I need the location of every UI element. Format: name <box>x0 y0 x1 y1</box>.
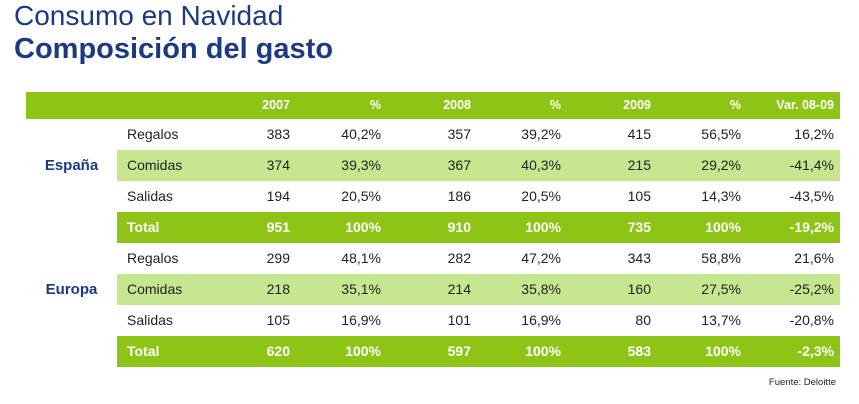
cell-p2007: 20,5% <box>341 188 381 204</box>
region-label: Europa <box>45 281 98 298</box>
cell-v2007: 194 <box>266 188 290 204</box>
cell-v2009: 105 <box>627 188 651 204</box>
table-group-0: Regalos 383 40,2% 357 39,2% 415 56,5% 16,2% Comi… <box>26 119 840 243</box>
cell-var: 16,2% <box>794 126 834 142</box>
cell-p2009: 13,7% <box>701 312 741 328</box>
cell-v2007: 620 <box>266 343 290 359</box>
cell-label: Salidas <box>127 188 173 204</box>
cell-p2007: 39,3% <box>341 157 381 173</box>
cell-v2007: 383 <box>266 126 290 142</box>
cell-v2007: 374 <box>266 157 290 173</box>
cell-v2008: 910 <box>447 219 471 235</box>
table-body: Regalos 383 40,2% 357 39,2% 415 56,5% 16,2% Comi… <box>26 119 840 367</box>
cell-v2008: 282 <box>447 250 471 266</box>
header-2007: 2007 <box>262 98 290 112</box>
cell-v2009: 735 <box>627 219 651 235</box>
page-title: Consumo en Navidad <box>14 0 284 31</box>
row-band <box>117 150 840 181</box>
cell-label: Total <box>127 343 160 359</box>
header-var: Var. 08-09 <box>776 98 834 112</box>
cell-v2009: 343 <box>627 250 651 266</box>
cell-v2007: 299 <box>266 250 290 266</box>
cell-p2008: 40,3% <box>521 157 561 173</box>
cell-v2007: 951 <box>266 219 290 235</box>
row-band <box>117 212 840 243</box>
table-header: 2007 % 2008 % 2009 % Var. 08-09 <box>26 92 840 119</box>
cell-p2008: 47,2% <box>521 250 561 266</box>
cell-v2009: 415 <box>627 126 651 142</box>
cell-p2008: 100% <box>525 343 561 359</box>
table-row: Regalos 383 40,2% 357 39,2% 415 56,5% 16,2% <box>26 119 840 150</box>
table-row: Regalos 299 48,1% 282 47,2% 343 58,8% 21,6% <box>26 243 840 274</box>
cell-label: Comidas <box>127 157 183 173</box>
table-row: Comidas 218 35,1% 214 35,8% 160 27,5% -25,2% <box>26 274 840 305</box>
cell-v2008: 101 <box>447 312 471 328</box>
cell-v2009: 160 <box>627 281 651 297</box>
table-row: Total 951 100% 910 100% 735 100% -19,2% <box>26 212 840 243</box>
table-row: Total 620 100% 597 100% 583 100% -2,3% <box>26 336 840 367</box>
table-row: Salidas 194 20,5% 186 20,5% 105 14,3% -43,5% <box>26 181 840 212</box>
header-pct-2009: % <box>729 98 741 112</box>
cell-p2009: 100% <box>705 343 741 359</box>
cell-p2009: 58,8% <box>701 250 741 266</box>
cell-v2007: 105 <box>266 312 290 328</box>
cell-p2007: 35,1% <box>341 281 381 297</box>
cell-v2008: 597 <box>447 343 471 359</box>
cell-label: Regalos <box>127 250 179 266</box>
row-band <box>117 336 840 367</box>
cell-p2007: 48,1% <box>341 250 381 266</box>
cell-var: -41,4% <box>789 157 834 173</box>
cell-label: Regalos <box>127 126 179 142</box>
cell-p2007: 16,9% <box>341 312 381 328</box>
cell-v2008: 214 <box>447 281 471 297</box>
table-group-1: Regalos 299 48,1% 282 47,2% 343 58,8% 21,6% Comi… <box>26 243 840 367</box>
header-2008: 2008 <box>443 98 471 112</box>
source-note: Fuente: Deloitte <box>768 377 836 388</box>
cell-p2009: 27,5% <box>701 281 741 297</box>
expense-table: 2007 % 2008 % 2009 % Var. 08-09 Regalos 3… <box>26 92 840 367</box>
header-pct-2007: % <box>369 98 381 112</box>
header-pct-2008: % <box>549 98 561 112</box>
cell-v2008: 186 <box>447 188 471 204</box>
cell-var: -20,8% <box>789 312 834 328</box>
cell-p2007: 100% <box>345 219 381 235</box>
cell-label: Total <box>127 219 160 235</box>
cell-v2009: 583 <box>627 343 651 359</box>
cell-p2008: 100% <box>525 219 561 235</box>
page-subtitle: Composición del gasto <box>14 33 334 65</box>
cell-label: Salidas <box>127 312 173 328</box>
table-row: Salidas 105 16,9% 101 16,9% 80 13,7% -20,8% <box>26 305 840 336</box>
cell-p2009: 29,2% <box>701 157 741 173</box>
region-label: España <box>44 157 99 174</box>
cell-v2008: 367 <box>447 157 471 173</box>
cell-var: -25,2% <box>789 281 834 297</box>
cell-p2008: 35,8% <box>521 281 561 297</box>
table-row: Comidas 374 39,3% 367 40,3% 215 29,2% -41,4% <box>26 150 840 181</box>
cell-p2008: 20,5% <box>521 188 561 204</box>
cell-p2009: 56,5% <box>701 126 741 142</box>
cell-p2008: 16,9% <box>521 312 561 328</box>
cell-label: Comidas <box>127 281 183 297</box>
cell-p2008: 39,2% <box>521 126 561 142</box>
cell-p2009: 14,3% <box>701 188 741 204</box>
header-2009: 2009 <box>623 98 651 112</box>
cell-v2007: 218 <box>266 281 290 297</box>
cell-var: -43,5% <box>789 188 834 204</box>
cell-p2007: 100% <box>345 343 381 359</box>
cell-var: -2,3% <box>797 343 834 359</box>
cell-var: -19,2% <box>789 219 834 235</box>
row-band <box>117 274 840 305</box>
cell-p2009: 100% <box>705 219 741 235</box>
cell-p2007: 40,2% <box>341 126 381 142</box>
cell-v2009: 215 <box>627 157 651 173</box>
cell-v2009: 80 <box>635 312 651 328</box>
cell-v2008: 357 <box>447 126 471 142</box>
cell-var: 21,6% <box>794 250 834 266</box>
